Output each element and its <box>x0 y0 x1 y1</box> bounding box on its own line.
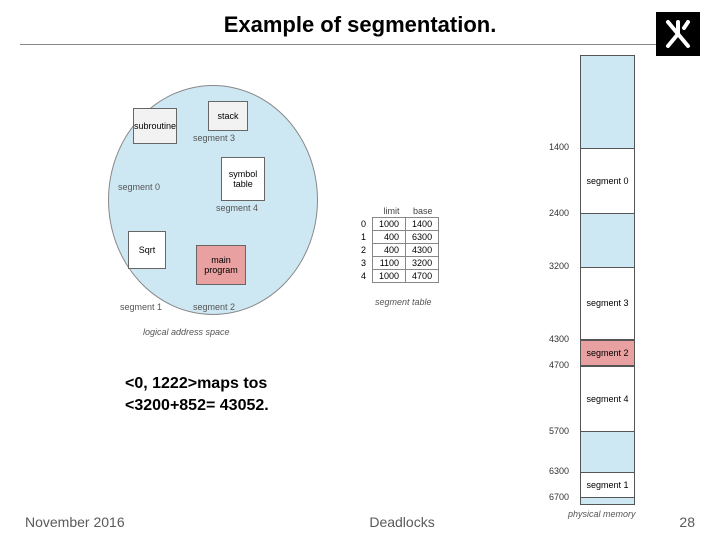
memory-segment: segment 0 <box>581 148 634 214</box>
mapping-line2: <3200+852= 43052. <box>125 397 269 415</box>
segment-table-caption: segment table <box>375 297 432 307</box>
physical-memory: segment 0 segment 3segment 2segment 4 segm… <box>580 55 670 505</box>
segment-label: segment 3 <box>193 133 235 143</box>
memory-segment: segment 1 <box>581 472 634 498</box>
memory-tick: 1400 <box>549 142 569 152</box>
footer-title: Deadlocks <box>369 514 434 530</box>
logical-box: symbol table <box>221 157 265 201</box>
mapping-line1: <0, 1222>maps tos <box>125 375 267 393</box>
memory-segment: segment 3 <box>581 267 634 340</box>
segment-label: segment 2 <box>193 302 235 312</box>
memory-segment: segment 2 <box>581 340 634 366</box>
memory-tick: 6700 <box>549 492 569 502</box>
logical-caption: logical address space <box>143 327 230 337</box>
logical-box: Sqrt <box>128 231 166 269</box>
logical-box: stack <box>208 101 248 131</box>
diagram-area: subroutine segment 0 stack segment 3 symbol … <box>20 45 700 465</box>
segment-label: segment 1 <box>120 302 162 312</box>
memory-tick: 4700 <box>549 360 569 370</box>
logical-box: subroutine <box>133 108 177 144</box>
memory-tick: 2400 <box>549 208 569 218</box>
logical-box: main program <box>196 245 246 285</box>
memory-tick: 3200 <box>549 261 569 271</box>
footer-date: November 2016 <box>25 514 125 530</box>
segment-label: segment 4 <box>216 203 258 213</box>
footer: November 2016 Deadlocks 28 <box>0 514 720 530</box>
segment-label: segment 0 <box>118 182 160 192</box>
memory-tick: 4300 <box>549 334 569 344</box>
page-title: Example of segmentation. <box>20 0 700 45</box>
memory-segment: segment 4 <box>581 366 634 432</box>
memory-tick: 5700 <box>549 426 569 436</box>
segment-table: limitbase0100014001400630024004300311003… <box>355 205 439 283</box>
memory-tick: 6300 <box>549 466 569 476</box>
footer-page: 28 <box>679 514 695 530</box>
